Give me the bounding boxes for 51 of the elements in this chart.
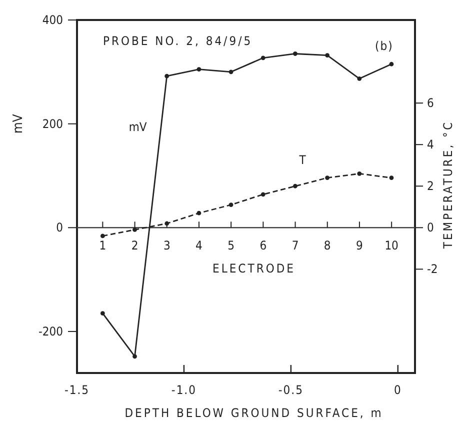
point — [132, 228, 137, 232]
x2-tick-label: 5 — [228, 238, 235, 253]
y2-tick-label: 6 — [427, 96, 434, 110]
y-tick-label: 0 — [56, 220, 64, 235]
y2-tick-label: -2 — [427, 262, 438, 276]
x-tick-label: 0 — [394, 383, 402, 397]
point — [260, 192, 266, 197]
y-axis-title: mV — [11, 114, 26, 134]
point — [196, 210, 202, 216]
x2-tick-label: 9 — [356, 238, 364, 253]
x2-tick-label: 2 — [131, 238, 138, 253]
point — [100, 311, 105, 316]
x2-tick-label: 7 — [292, 238, 299, 253]
x2-tick-label: 3 — [163, 238, 170, 253]
point — [164, 74, 170, 78]
y2-tick-label: 2 — [427, 179, 434, 194]
point — [293, 52, 298, 56]
point — [228, 202, 234, 208]
x-tick-label: -1.0 — [171, 383, 196, 397]
x-tick-label: -1.5 — [64, 383, 90, 397]
x-tick-label: -0.5 — [278, 383, 304, 397]
y2-tick-label: 0 — [427, 220, 434, 235]
point — [196, 67, 202, 72]
point — [389, 62, 394, 66]
point — [325, 176, 330, 180]
text: PROBE NO. 2, 84/9/5 — [103, 34, 253, 48]
x2-tick-label: 4 — [196, 238, 203, 253]
point — [325, 53, 330, 58]
y-tick-label: -200 — [38, 324, 64, 338]
point — [357, 171, 362, 176]
point — [293, 184, 298, 188]
y-tick-label: 400 — [42, 13, 64, 27]
y-tick-label: 200 — [42, 116, 64, 131]
x2-axis-title: ELECTRODE — [212, 262, 296, 276]
point — [132, 354, 137, 359]
x2-tick-label: 6 — [260, 238, 267, 253]
series-label: T — [298, 153, 306, 168]
series-label: mV — [128, 120, 148, 134]
x2-tick-label: 10 — [384, 238, 399, 253]
point — [260, 56, 266, 60]
point — [389, 176, 394, 180]
point — [164, 221, 170, 226]
y2-axis-title: TEMPERATURE, °C — [441, 120, 455, 250]
x-axis-title: DEPTH BELOW GROUND SURFACE, m — [124, 406, 384, 420]
point — [228, 70, 234, 74]
point — [100, 234, 105, 238]
y2-tick-label: 4 — [427, 138, 434, 152]
x2-tick-label: 8 — [324, 238, 331, 253]
annotation: (b) — [375, 39, 394, 53]
point — [357, 76, 362, 81]
x2-tick-label: 1 — [99, 238, 106, 253]
